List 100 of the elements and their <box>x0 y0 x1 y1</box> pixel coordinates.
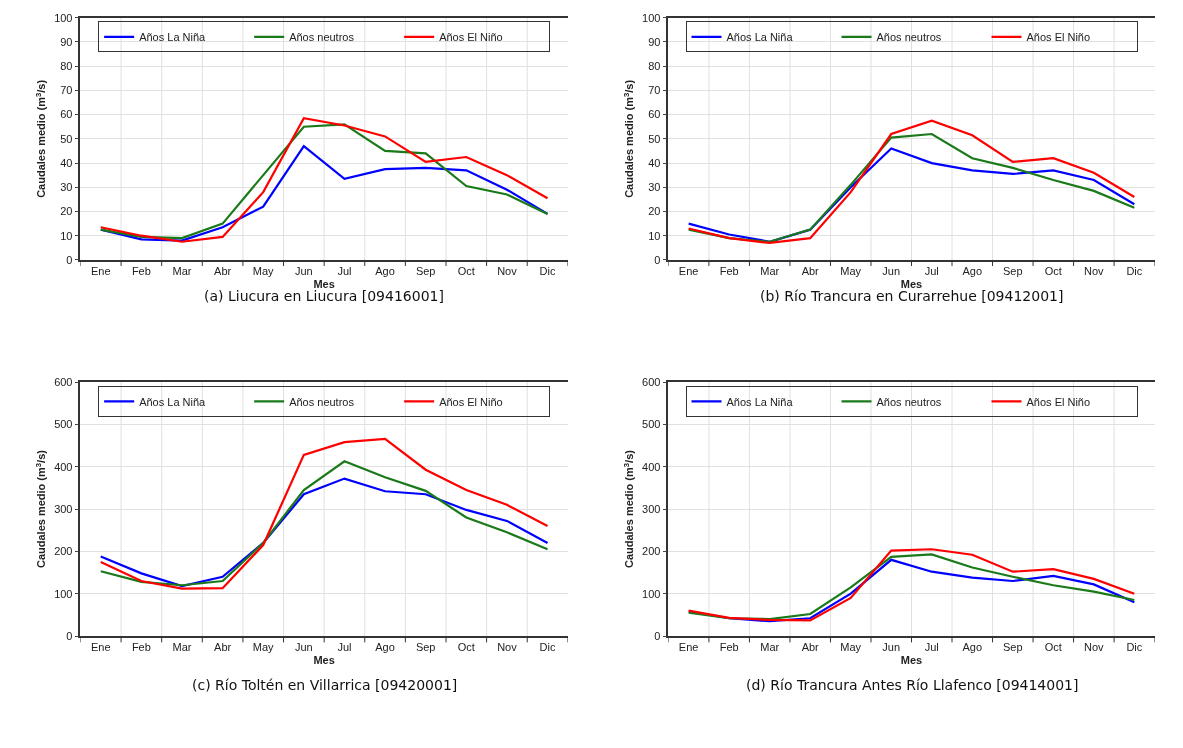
x-tick-label: Nov <box>1084 264 1105 277</box>
y-tick-label: 100 <box>54 587 73 600</box>
x-tick-label: Jun <box>882 264 901 277</box>
text: (a) Liucura en Liucura [09416001] <box>204 288 444 304</box>
x-tick-label: Oct <box>457 264 475 277</box>
x-tick-label: Jun <box>294 640 313 653</box>
y-tick-label: 400 <box>642 460 661 473</box>
x-tick-label: Jul <box>924 640 939 653</box>
y-tick-label: 10 <box>648 229 661 242</box>
x-tick-label: Nov <box>1084 640 1105 653</box>
x-tick-label: Abr <box>214 264 232 277</box>
x-axis-title: Mes <box>313 277 335 290</box>
y-tick-label: 50 <box>648 132 661 145</box>
legend-label: Años neutros <box>289 31 355 44</box>
x-tick-label: Feb <box>719 640 739 653</box>
x-tick-label: Mar <box>760 264 780 277</box>
x-tick-label: Abr <box>801 264 820 277</box>
x-tick-label: Nov <box>497 264 518 277</box>
legend-label: Años La Niña <box>726 31 794 44</box>
x-tick-label: Mar <box>172 264 192 277</box>
legend-label: Años neutros <box>876 31 942 44</box>
x-tick-label: Feb <box>719 264 739 277</box>
x-tick-label: Oct <box>1044 264 1062 277</box>
x-axis-title: Mes <box>900 653 923 666</box>
x-tick-label: Ene <box>678 640 699 653</box>
line-series <box>99 437 549 590</box>
x-tick-label: Dic <box>539 640 556 653</box>
y-tick-label: 40 <box>60 156 73 169</box>
x-tick-label: Ago <box>375 640 395 653</box>
y-tick-label: 500 <box>54 418 73 431</box>
x-axis-title: Mes <box>900 277 923 290</box>
x-tick-label: Nov <box>497 640 518 653</box>
y-tick-label: 50 <box>60 132 73 145</box>
x-tick-label: Ene <box>90 640 111 653</box>
y-tick-label: 300 <box>642 502 661 515</box>
x-tick-label: May <box>252 640 275 653</box>
y-tick-label: 20 <box>648 205 661 218</box>
legend-label: Años La Niña <box>139 31 207 44</box>
y-tick-label: 90 <box>648 35 661 48</box>
y-tick-label: 80 <box>60 60 73 73</box>
y-tick-label: 300 <box>54 502 73 515</box>
x-tick-label: Ago <box>375 264 395 277</box>
x-tick-label: Feb <box>131 640 151 653</box>
x-tick-label: Dic <box>1126 640 1143 653</box>
legend-label: Años neutros <box>876 395 942 408</box>
legend-label: Años La Niña <box>726 395 794 408</box>
x-tick-label: Sep <box>1003 640 1023 653</box>
x-tick-label: Sep <box>415 640 436 653</box>
y-tick-label: 40 <box>648 156 661 169</box>
y-tick-label: 500 <box>642 418 661 431</box>
x-tick-label: Mar <box>760 640 780 653</box>
y-tick-label: 100 <box>54 11 73 24</box>
text: (d) Río Trancura Antes Río Llafenco [09414001] <box>746 677 1079 693</box>
legend-label: Años El Niño <box>1026 395 1091 408</box>
y-tick-label: 0 <box>654 253 661 266</box>
x-tick-label: Abr <box>801 640 820 653</box>
y-tick-label: 30 <box>60 181 73 194</box>
y-tick-label: 10 <box>60 229 73 242</box>
x-tick-label: Ago <box>962 264 983 277</box>
y-tick-label: 600 <box>642 375 661 388</box>
y-tick-label: 600 <box>54 375 73 388</box>
x-tick-label: Jun <box>294 264 313 277</box>
x-tick-label: Sep <box>1003 264 1023 277</box>
y-tick-label: 20 <box>60 205 73 218</box>
y-tick-label: 70 <box>648 84 661 97</box>
y-tick-label: 100 <box>642 11 661 24</box>
legend-label: Años neutros <box>289 395 355 408</box>
x-tick-label: Sep <box>415 264 436 277</box>
x-tick-label: Jun <box>882 640 901 653</box>
x-tick-label: Dic <box>539 264 556 277</box>
y-tick-label: 200 <box>642 545 661 558</box>
y-tick-label: 100 <box>642 587 661 600</box>
x-tick-label: Jul <box>337 264 352 277</box>
y-tick-label: 0 <box>66 253 73 266</box>
y-tick-label: 30 <box>648 181 661 194</box>
x-tick-label: May <box>252 264 275 277</box>
x-tick-label: Oct <box>1044 640 1062 653</box>
x-tick-label: Jul <box>337 640 352 653</box>
y-tick-label: 90 <box>60 35 73 48</box>
y-tick-label: 200 <box>54 545 73 558</box>
legend-label: Años La Niña <box>139 395 207 408</box>
x-tick-label: Ago <box>962 640 983 653</box>
legend-label: Años El Niño <box>1026 31 1091 44</box>
y-tick-label: 80 <box>648 60 661 73</box>
x-tick-label: Ene <box>90 264 111 277</box>
x-axis-title: Mes <box>313 653 335 666</box>
x-tick-label: Dic <box>1126 264 1143 277</box>
y-tick-label: 400 <box>54 460 73 473</box>
x-tick-label: May <box>840 264 862 277</box>
y-tick-label: 60 <box>60 108 73 121</box>
y-tick-label: 0 <box>66 629 73 642</box>
y-tick-label: 70 <box>60 84 73 97</box>
x-tick-label: Abr <box>214 640 232 653</box>
y-tick-label: 0 <box>654 629 661 642</box>
x-tick-label: Oct <box>457 640 475 653</box>
y-tick-label: 60 <box>648 108 661 121</box>
text: (b) Río Trancura en Curarrehue [09412001] <box>760 288 1064 304</box>
text: (c) Río Toltén en Villarrica [09420001] <box>192 677 458 693</box>
x-tick-label: Feb <box>131 264 151 277</box>
legend-label: Años El Niño <box>439 395 503 408</box>
